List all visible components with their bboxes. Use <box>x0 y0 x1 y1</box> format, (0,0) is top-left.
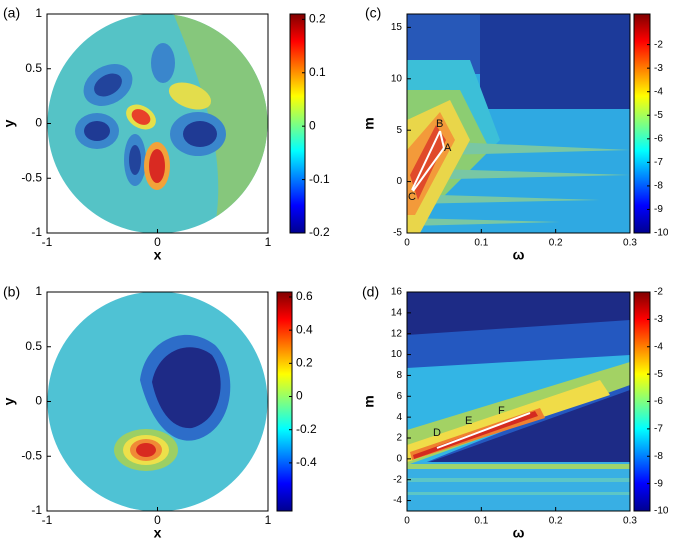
y-axis-label: y <box>1 397 17 405</box>
y-tick-label: -0.5 <box>21 448 42 462</box>
x-tick-label: 0 <box>404 516 410 527</box>
annotation: A <box>444 142 452 154</box>
colorbar-tick-label: -4 <box>654 86 663 97</box>
x-axis-label: x <box>154 525 162 538</box>
colorbar-tick-label: -0.2 <box>296 422 317 436</box>
x-axis-label: x <box>154 247 162 263</box>
y-tick-label: 5 <box>396 125 402 136</box>
annotation: B <box>436 118 443 130</box>
colorbar-tick-label: 0.2 <box>309 12 326 26</box>
y-tick-label: 12 <box>391 328 403 339</box>
y-tick-label: 10 <box>391 349 403 360</box>
colorbar <box>289 13 306 234</box>
colorbar-tick-label: 0.2 <box>296 356 313 370</box>
colorbar-tick-label: -2 <box>654 39 663 50</box>
y-tick-label: 16 <box>391 287 403 298</box>
y-tick-label: -5 <box>393 228 402 239</box>
colorbar-tick-label: -6 <box>654 133 663 144</box>
x-tick-label: 0.3 <box>623 516 637 527</box>
y-tick-label: 2 <box>396 433 402 444</box>
x-tick-label: 0.2 <box>549 238 563 249</box>
panel-label: (a) <box>3 5 20 21</box>
y-tick-label: 15 <box>391 22 403 33</box>
y-axis-label: y <box>1 119 17 127</box>
y-tick-label: 6 <box>396 391 402 402</box>
x-axis-label: ω <box>513 247 525 263</box>
colorbar-tick-label: -8 <box>654 451 663 462</box>
colorbar-tick-label: -10 <box>654 506 669 517</box>
y-tick-label: 0 <box>396 453 402 464</box>
y-tick-label: -1 <box>31 225 42 239</box>
y-tick-label: 1 <box>35 6 42 20</box>
x-tick-label: -1 <box>42 235 53 249</box>
colorbar-tick-label: 0 <box>296 389 303 403</box>
colorbar-tick-label: -5 <box>654 110 663 121</box>
y-tick-label: 0 <box>396 176 402 187</box>
colorbar-tick-label: -9 <box>654 478 663 489</box>
field-c <box>407 14 630 233</box>
field-a <box>47 13 268 234</box>
y-tick-label: 0.5 <box>25 61 42 75</box>
colorbar-tick-label: -0.4 <box>296 455 317 469</box>
colorbar-tick-label: -0.1 <box>309 172 330 186</box>
y-tick-label: 14 <box>391 307 403 318</box>
colorbar-tick-label: -7 <box>654 157 663 168</box>
x-axis-label: ω <box>513 525 525 538</box>
field-d <box>407 292 630 511</box>
colorbar-tick-label: -2 <box>654 287 663 298</box>
y-tick-label: 0 <box>35 394 42 408</box>
annotation: F <box>498 405 505 417</box>
y-axis-label: m <box>361 395 377 407</box>
colorbar-tick-label: -8 <box>654 181 663 192</box>
x-tick-label: 1 <box>265 235 272 249</box>
y-tick-label: -4 <box>393 495 402 506</box>
colorbar-tick-label: -6 <box>654 396 663 407</box>
x-tick-label: 0.1 <box>474 238 488 249</box>
colorbar-tick-label: -3 <box>654 314 663 325</box>
y-tick-label: -1 <box>31 503 42 517</box>
colorbar-tick-label: -9 <box>654 204 663 215</box>
y-tick-label: 1 <box>35 284 42 298</box>
x-tick-label: 1 <box>265 513 272 527</box>
annotation: C <box>408 191 416 203</box>
x-tick-label: 0.2 <box>549 516 563 527</box>
colorbar-tick-label: -5 <box>654 369 663 380</box>
y-tick-label: 4 <box>396 412 402 423</box>
axes-frame <box>406 291 631 512</box>
colorbar-tick-label: -10 <box>654 228 669 239</box>
colorbar <box>633 13 651 234</box>
colorbar <box>276 291 293 512</box>
colorbar-tick-label: -4 <box>654 341 663 352</box>
colorbar-tick-label: 0.6 <box>296 289 313 303</box>
field-b <box>47 291 268 512</box>
y-axis-label: m <box>361 117 377 129</box>
panel-label: (d) <box>362 284 379 300</box>
x-tick-label: 0 <box>154 513 161 527</box>
y-tick-label: 0.5 <box>25 339 42 353</box>
x-tick-label: 0 <box>404 238 410 249</box>
y-tick-label: 10 <box>391 73 403 84</box>
y-tick-label: -2 <box>393 474 402 485</box>
panel-label: (c) <box>365 5 381 21</box>
annotation: E <box>465 415 472 427</box>
colorbar-tick-label: -7 <box>654 424 663 435</box>
y-tick-label: -0.5 <box>21 170 42 184</box>
y-tick-label: 0 <box>35 116 42 130</box>
colorbar-tick-label: 0.4 <box>296 322 313 336</box>
axes-frame <box>406 13 631 234</box>
colorbar-tick-label: -0.2 <box>309 225 330 239</box>
colorbar-tick-label: 0.1 <box>309 65 326 79</box>
panel-label: (b) <box>3 284 20 300</box>
annotation: D <box>433 427 441 439</box>
x-tick-label: -1 <box>42 513 53 527</box>
colorbar-tick-label: 0 <box>309 118 316 132</box>
x-tick-label: 0.3 <box>623 238 637 249</box>
x-tick-label: 0 <box>154 235 161 249</box>
x-tick-label: 0.1 <box>474 516 488 527</box>
colorbar-tick-label: -3 <box>654 63 663 74</box>
y-tick-label: 8 <box>396 370 402 381</box>
